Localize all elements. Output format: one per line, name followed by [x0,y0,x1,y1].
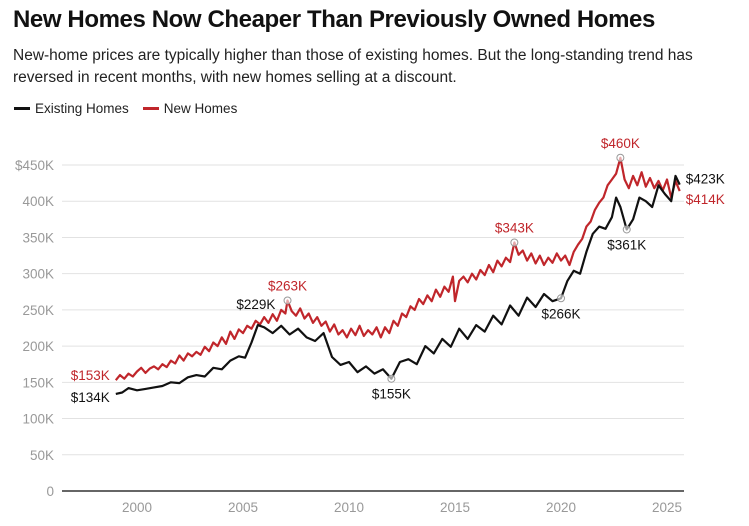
annotation-label: $266K [541,306,580,321]
annotation-marker [283,296,292,305]
legend-label-new: New Homes [163,101,238,116]
y-tick-label: 50K [30,448,54,463]
y-tick-label: 300K [22,267,54,282]
chart-subtitle: New-home prices are typically higher tha… [13,47,693,86]
legend: Existing Homes New Homes [14,101,251,116]
gridlines [62,164,684,492]
annotation-marker [622,225,631,234]
annotation-label: $460K [601,136,640,151]
series-line-new [114,156,681,381]
annotation-label: $361K [607,237,646,252]
x-tick-label: 2015 [440,500,470,515]
y-tick-label: 250K [22,303,54,318]
y-tick-label: 400K [22,194,54,209]
y-tick-label: 200K [22,339,54,354]
annotation-label: $263K [268,278,307,293]
x-tick-label: 2000 [122,500,152,515]
x-tick-label: 2020 [546,500,576,515]
annotation-label: $229K [236,297,275,312]
annotation-label: $155K [372,387,411,402]
legend-item-existing: Existing Homes [14,101,129,116]
legend-swatch-new [142,107,159,110]
y-axis-ticks: 0 50K 100K 150K 200K 250K 300K 350K 400K $450K [15,158,54,499]
annotation-marker [510,238,519,247]
annotation-label: $414K [686,192,725,207]
y-tick-label: 350K [22,230,54,245]
legend-swatch-existing [14,107,30,110]
x-tick-label: 2025 [652,500,682,515]
y-tick-label: 150K [22,375,54,390]
annotation-label: $153K [71,368,110,383]
y-tick-label: 100K [22,412,54,427]
annotation-marker [616,153,625,162]
annotation-marker [387,374,396,383]
chart-title: New Homes Now Cheaper Than Previously Ow… [13,6,655,33]
legend-label-existing: Existing Homes [35,101,129,116]
x-axis-ticks: 2000 2005 2010 2015 2020 2025 [122,500,682,515]
annotation-marker [557,294,565,303]
annotation-label: $343K [495,221,534,236]
annotation-label: $423K [686,172,725,187]
series-lines [114,156,681,395]
series-line-existing [115,174,681,395]
y-tick-label: $450K [15,158,54,173]
annotation-label: $134K [71,390,110,405]
x-tick-label: 2010 [334,500,364,515]
legend-item-new: New Homes [142,101,238,116]
x-tick-label: 2005 [228,500,258,515]
annotations: $153K $134K $229K $263K $155K $343K $266K $460K… [71,136,725,405]
y-tick-label: 0 [46,484,54,499]
